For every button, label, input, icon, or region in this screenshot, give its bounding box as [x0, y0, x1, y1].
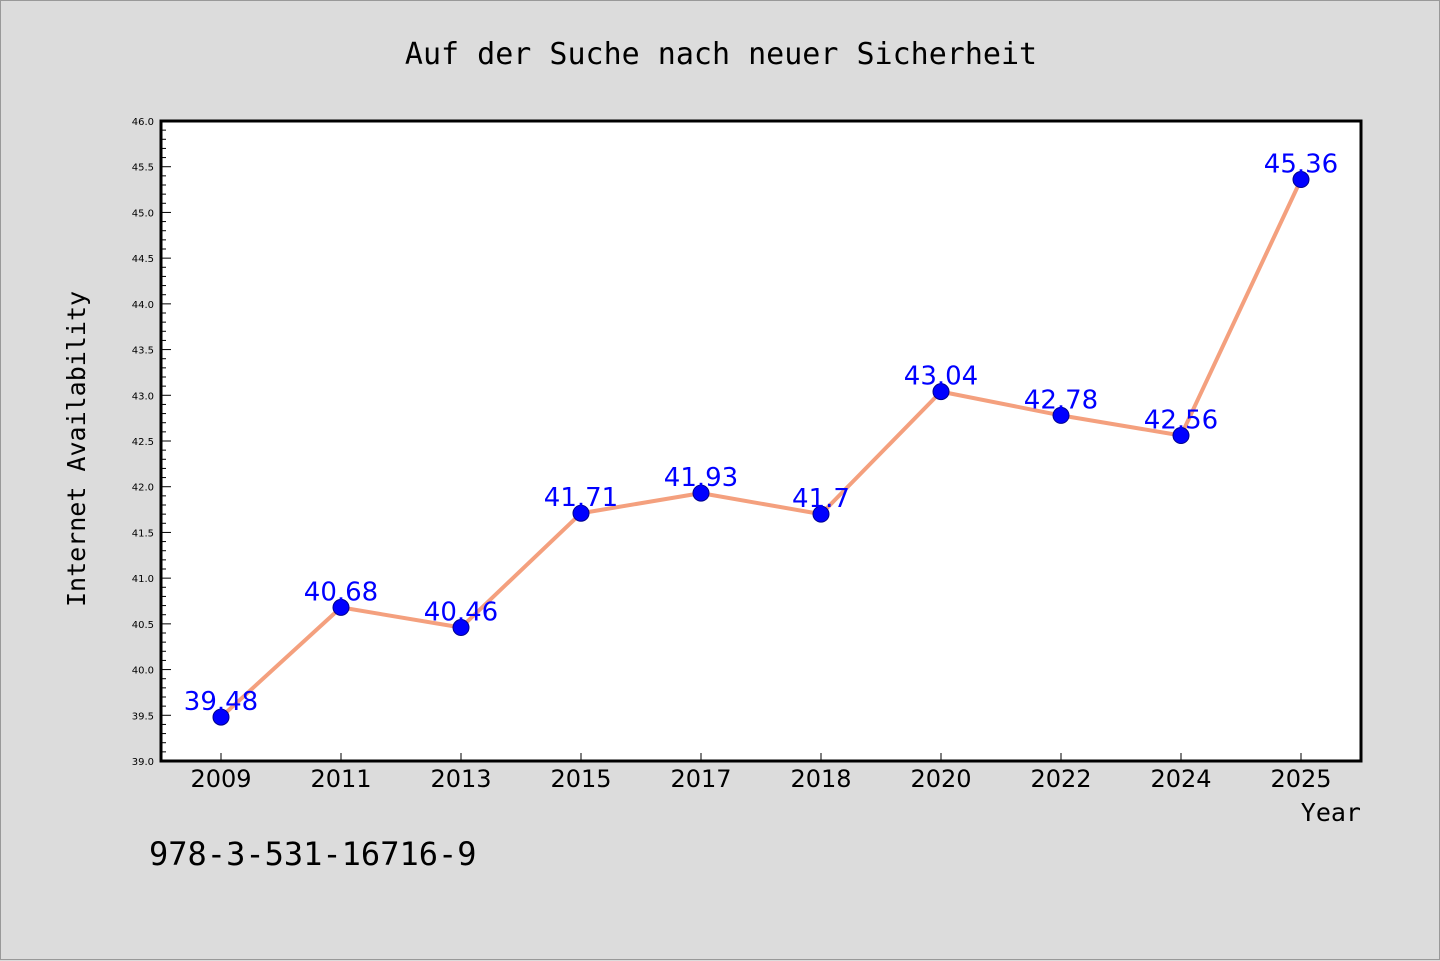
x-tick-label: 2011 [310, 765, 371, 793]
series-group [212, 171, 1310, 726]
data-label: 41.71 [544, 483, 618, 513]
plot-area [159, 119, 1363, 763]
x-tick-label: 2022 [1030, 765, 1091, 793]
data-label: 41.7 [792, 484, 850, 514]
data-labels: 39.48 40.68 40.46 41.71 41.93 41.7 43.04 42.78 4… [184, 150, 1338, 718]
data-label: 42.78 [1024, 385, 1098, 415]
y-axis: 39.0 39.5 40.0 40.5 41.0 41.5 42.0 42.5 43.0 43.5… [132, 117, 171, 768]
y-tick-label: 46.0 [132, 117, 154, 128]
x-tick-label: 2013 [430, 765, 491, 793]
x-axis: 2009 2011 2013 2015 2017 2018 2020 2022 2024 2025 [190, 753, 1332, 793]
chart-title: Auf der Suche nach neuer Sicherheit [405, 37, 1037, 72]
x-tick-label: 2025 [1270, 765, 1331, 793]
y-tick-label: 42.5 [132, 437, 154, 448]
isbn-text: 978-3-531-16716-9 [149, 835, 477, 873]
y-tick-label: 40.0 [132, 666, 154, 677]
data-point [1052, 406, 1070, 424]
y-tick-label: 41.0 [132, 574, 154, 585]
y-tick-label: 45.0 [132, 208, 154, 219]
y-tick-label: 45.5 [132, 163, 154, 174]
y-tick-label: 40.5 [132, 620, 154, 631]
y-tick-label: 42.0 [132, 483, 154, 494]
x-tick-label: 2017 [670, 765, 731, 793]
data-label: 39.48 [184, 687, 258, 717]
y-tick-label: 39.0 [132, 757, 154, 768]
x-axis-label: Year [1301, 798, 1361, 827]
y-axis-label: Internet Availability [62, 291, 91, 607]
data-point [1292, 171, 1310, 189]
x-tick-label: 2009 [190, 765, 251, 793]
data-point [452, 619, 470, 637]
series-line [219, 177, 1303, 720]
data-point [1172, 427, 1190, 445]
data-label: 42.56 [1144, 406, 1218, 436]
y-tick-label: 41.5 [132, 528, 154, 539]
x-tick-label: 2020 [910, 765, 971, 793]
data-point [572, 504, 590, 522]
data-label: 45.36 [1264, 150, 1338, 180]
data-point [332, 598, 350, 616]
data-point [812, 505, 830, 523]
data-label: 41.93 [664, 463, 738, 493]
x-tick-label: 2018 [790, 765, 851, 793]
data-point [932, 383, 950, 401]
data-label: 43.04 [904, 362, 978, 392]
x-tick-label: 2024 [1150, 765, 1211, 793]
data-point [692, 484, 710, 502]
y-tick-label: 44.5 [132, 254, 154, 265]
y-tick-label: 43.5 [132, 346, 154, 357]
y-tick-label: 39.5 [132, 711, 154, 722]
y-tick-label: 43.0 [132, 391, 154, 402]
data-label: 40.46 [424, 598, 498, 628]
data-point [212, 708, 230, 726]
y-tick-label: 44.0 [132, 300, 154, 311]
x-tick-label: 2015 [550, 765, 611, 793]
data-label: 40.68 [304, 577, 378, 607]
